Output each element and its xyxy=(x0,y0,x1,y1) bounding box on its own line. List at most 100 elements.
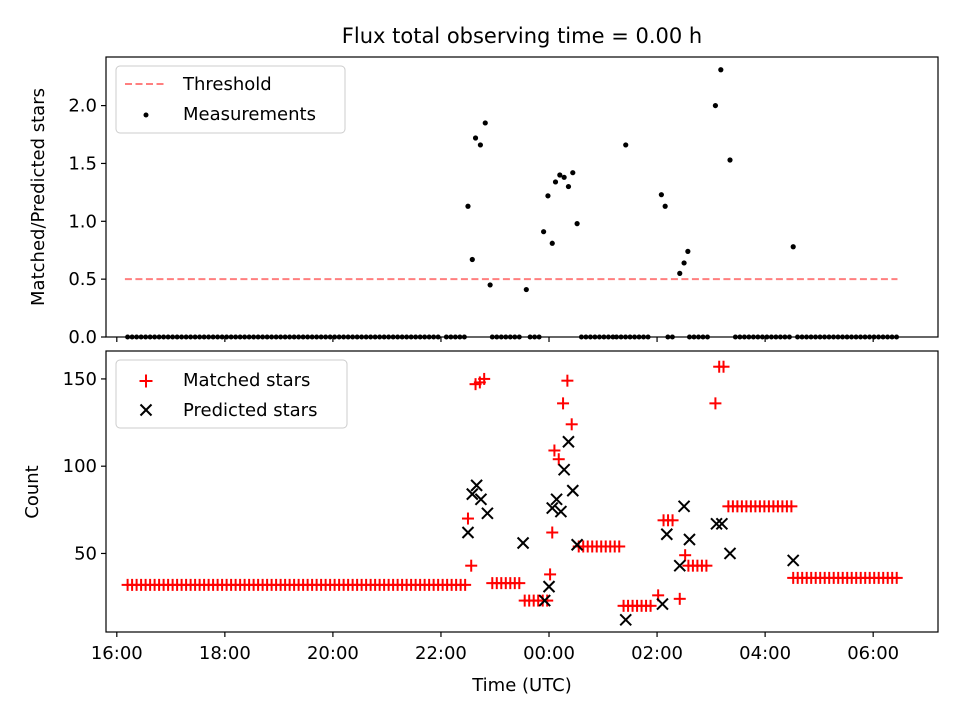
predicted-legend-swatch xyxy=(139,403,153,417)
measurement-point xyxy=(623,142,629,148)
measurement-point xyxy=(557,172,563,178)
matched-star-point xyxy=(544,568,557,581)
predicted-star-point xyxy=(723,547,737,560)
predicted-star-point xyxy=(566,484,579,497)
count-x-tick-label: 04:00 xyxy=(739,643,791,664)
measurement-point xyxy=(469,256,475,263)
measurement-point xyxy=(552,179,559,185)
ratio-axes: 0.00.51.01.52.0 Matched/Predicted stars … xyxy=(28,56,939,348)
ratio-legend: Threshold Measurements xyxy=(115,65,346,134)
measurement-point xyxy=(541,229,547,235)
count-x-tick-label: 20:00 xyxy=(307,643,359,664)
measurement-point xyxy=(718,67,724,73)
predicted-star-point xyxy=(557,463,571,476)
count-plot-area xyxy=(121,360,903,626)
predicted-star-point xyxy=(715,517,729,530)
predicted-star-point xyxy=(470,479,483,492)
matched-star-point xyxy=(546,526,559,539)
measurement-point xyxy=(565,183,572,190)
measurement-point xyxy=(677,270,683,276)
count-x-tick-label: 06:00 xyxy=(847,643,899,664)
ratio-y-tick-label: 2.0 xyxy=(68,96,97,117)
ratio-y-axis-label: Matched/Predicted stars xyxy=(28,88,49,306)
matched-star-point xyxy=(644,599,657,612)
count-x-tick-label: 18:00 xyxy=(199,643,251,664)
matched-star-point xyxy=(717,360,730,373)
predicted-star-point xyxy=(546,501,559,515)
predicted-star-point xyxy=(474,493,488,506)
predicted-star-point xyxy=(673,559,686,572)
matched-star-point xyxy=(541,594,554,607)
matched-star-point xyxy=(513,577,526,590)
matched-star-point xyxy=(890,571,903,584)
matched-star-point xyxy=(548,444,561,457)
count-x-axis-label: Time (UTC) xyxy=(471,675,572,696)
matched-star-point xyxy=(785,500,798,513)
predicted-star-point xyxy=(461,526,475,539)
matched-star-point xyxy=(673,592,686,605)
ratio-y-tick-label: 0.5 xyxy=(68,269,97,290)
measurement-point xyxy=(570,170,576,176)
measurements-legend-label: Measurements xyxy=(183,104,316,125)
predicted-star-point xyxy=(542,580,556,593)
predicted-star-point xyxy=(554,505,568,518)
measurement-point xyxy=(472,135,479,141)
count-y-tick-label: 50 xyxy=(74,543,97,564)
matched-star-point xyxy=(709,397,722,410)
ratio-y-tick-label: 1.0 xyxy=(68,211,97,232)
measurements-legend-swatch xyxy=(143,112,149,118)
threshold-legend-label: Threshold xyxy=(182,74,272,95)
count-y-tick-label: 100 xyxy=(63,456,97,477)
ratio-legend-box xyxy=(115,65,346,134)
matched-star-point xyxy=(561,374,574,387)
measurement-point xyxy=(574,221,580,227)
matched-star-point xyxy=(557,397,570,410)
count-x-tick-label: 16:00 xyxy=(91,643,143,664)
matched-star-point xyxy=(613,540,626,553)
measurement-point xyxy=(685,248,691,254)
ratio-plot-area xyxy=(124,67,900,340)
count-axes: 50 100 150 16:00 18:00 20:00 22:00 00:00 02:00 04… xyxy=(22,350,939,696)
count-y-tick-label: 150 xyxy=(63,369,97,390)
predicted-star-point xyxy=(619,613,632,626)
predicted-star-point xyxy=(538,594,551,607)
measurement-point xyxy=(681,260,687,266)
measurement-point xyxy=(482,120,488,126)
matched-star-point xyxy=(461,512,474,525)
matched-star-point xyxy=(459,578,472,591)
measurement-point xyxy=(549,240,555,246)
measurement-point xyxy=(523,286,529,293)
count-y-axis-label: Count xyxy=(22,465,43,518)
matched-star-point xyxy=(465,559,478,572)
measurement-point xyxy=(561,174,567,180)
matched-star-point xyxy=(552,453,565,466)
predicted-star-point xyxy=(683,533,696,546)
measurement-point xyxy=(545,193,551,199)
measurement-point xyxy=(658,192,664,198)
ratio-y-tick-label: 0.0 xyxy=(68,327,97,348)
predicted-star-point xyxy=(481,507,494,520)
measurement-point xyxy=(477,142,483,148)
matched-legend-label: Matched stars xyxy=(183,370,310,391)
matched-star-point xyxy=(478,372,491,385)
measurement-point xyxy=(727,157,733,163)
matched-legend-swatch xyxy=(139,374,153,388)
count-x-tick-label: 00:00 xyxy=(523,643,575,664)
matched-star-point xyxy=(666,514,679,527)
measurement-point xyxy=(465,203,471,209)
measurement-point xyxy=(662,203,668,209)
figure-title: Flux total observing time = 0.00 h xyxy=(342,24,702,48)
ratio-axis-ticks: 0.0 0.5 1.0 1.5 2.0 xyxy=(68,96,874,348)
matched-star-point xyxy=(565,418,578,431)
predicted-star-point xyxy=(466,487,479,501)
predicted-star-point xyxy=(660,528,673,541)
predicted-star-point xyxy=(656,597,669,611)
measurement-point xyxy=(487,282,493,288)
count-legend-box xyxy=(115,359,348,429)
matched-star-point xyxy=(700,559,713,572)
count-x-tick-label: 02:00 xyxy=(631,643,683,664)
ratio-y-tick-label: 1.5 xyxy=(68,153,97,174)
predicted-star-point xyxy=(550,493,563,506)
predicted-star-point xyxy=(710,517,723,530)
